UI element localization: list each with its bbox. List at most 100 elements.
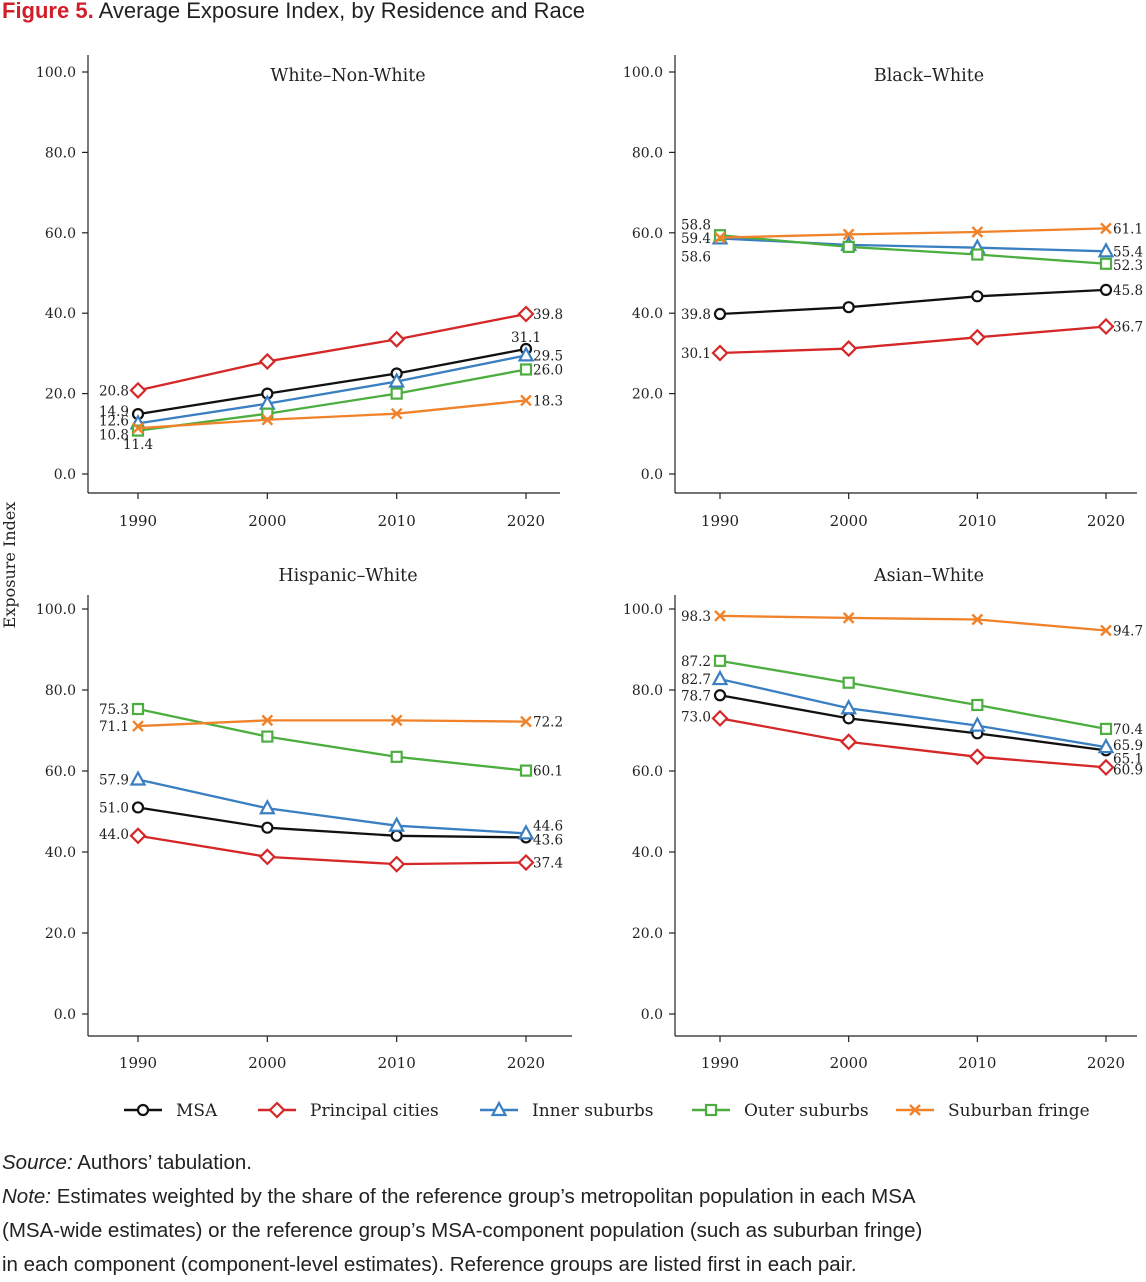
figure-title-text: Average Exposure Index, by Residence and…	[98, 0, 585, 23]
x-tick-label: 2000	[248, 512, 286, 530]
data-label: 10.8	[99, 428, 129, 444]
data-point	[1099, 722, 1113, 735]
data-point	[131, 801, 145, 814]
panel-title: Hispanic–White	[278, 566, 417, 586]
note-text-1: Estimates weighted by the share of the r…	[51, 1185, 916, 1208]
x-tick-label: 1990	[701, 1054, 739, 1072]
data-point	[388, 855, 406, 873]
data-point	[388, 816, 406, 832]
note-line-1: Note: Estimates weighted by the share of…	[2, 1180, 916, 1214]
data-point	[842, 228, 855, 241]
legend-marker	[268, 1101, 286, 1119]
data-label: 87.2	[681, 654, 711, 670]
data-label: 36.7	[1113, 319, 1143, 335]
data-label: 65.9	[1113, 738, 1143, 754]
data-point	[840, 733, 858, 751]
data-point	[132, 422, 144, 435]
y-axis-label: Exposure Index	[0, 502, 19, 629]
y-tick-label: 20.0	[632, 387, 663, 403]
y-tick-label: 40.0	[45, 845, 76, 861]
data-point	[258, 352, 276, 370]
y-tick-label: 0.0	[54, 1007, 76, 1023]
legend-marker	[490, 1100, 508, 1117]
data-label: 31.1	[511, 330, 541, 346]
series-line	[137, 368, 527, 432]
x-tick-label: 2000	[830, 512, 868, 530]
data-point	[261, 821, 274, 834]
data-point	[131, 702, 145, 716]
y-tick-label: 60.0	[45, 226, 76, 242]
data-label: 39.8	[533, 307, 563, 323]
series-outer-suburbs	[713, 229, 1113, 270]
series-principal-cities	[711, 317, 1115, 362]
series-outer-suburbs	[713, 654, 1113, 735]
series-inner-suburbs	[129, 770, 535, 840]
data-label: 51.0	[99, 800, 129, 816]
y-tick-label: 0.0	[641, 1007, 663, 1023]
data-label: 59.4	[681, 231, 711, 247]
data-point	[971, 698, 984, 712]
y-tick-label: 0.0	[54, 467, 76, 483]
legend-label: Suburban fringe	[948, 1101, 1090, 1121]
data-label: 11.4	[123, 437, 153, 453]
series-inner-suburbs	[711, 669, 1115, 754]
chart-figure: 0.0 20.0 40.0 60.0 80.0 100.0 1990 2000 2010 2020…	[0, 55, 1143, 1121]
data-point	[714, 231, 726, 244]
data-point	[711, 709, 729, 727]
x-tick-label: 2000	[248, 1054, 286, 1072]
data-point	[390, 714, 403, 727]
data-point	[519, 764, 533, 777]
data-label: 73.0	[681, 709, 711, 725]
series-outer-suburbs	[131, 702, 533, 777]
legend-label: MSA	[176, 1101, 218, 1121]
data-label: 71.1	[99, 719, 129, 735]
y-tick-label: 20.0	[632, 926, 663, 942]
series-line	[719, 614, 1107, 632]
series-msa	[713, 283, 1113, 321]
y-tick-label: 60.0	[45, 764, 76, 780]
data-label: 60.9	[1113, 762, 1143, 778]
series-line	[137, 312, 527, 392]
data-point	[711, 344, 729, 362]
data-label: 37.4	[533, 856, 563, 872]
panel-title: Asian–White	[873, 566, 984, 586]
data-label: 72.2	[533, 715, 563, 731]
data-point	[258, 848, 276, 866]
legend-label: Inner suburbs	[532, 1101, 653, 1121]
data-point	[131, 424, 145, 437]
data-point	[971, 248, 984, 261]
series-principal-cities	[711, 709, 1115, 776]
data-point	[971, 226, 984, 238]
data-point	[258, 798, 276, 815]
data-label: 12.6	[99, 413, 129, 429]
note-label: Note:	[2, 1185, 51, 1208]
x-tick-label: 1990	[119, 1054, 157, 1072]
x-tick-label: 2020	[507, 1054, 545, 1072]
data-point	[842, 301, 855, 314]
data-label: 44.0	[99, 827, 129, 843]
panel-asian-white: 0.0 20.0 40.0 60.0 80.0 100.0 1990 2000 2010 2020…	[623, 566, 1143, 1072]
data-point	[1100, 624, 1112, 637]
data-point	[520, 394, 532, 407]
x-tick-label: 2010	[958, 512, 996, 530]
data-point	[714, 610, 726, 622]
source-line: Source: Authors’ tabulation.	[2, 1146, 252, 1180]
series-line	[137, 806, 527, 839]
series-suburban-fringe	[714, 610, 1112, 637]
x-tick-label: 2020	[507, 512, 545, 530]
data-point	[713, 307, 727, 321]
data-point	[517, 824, 535, 840]
data-label: 58.8	[681, 218, 711, 234]
legend-item-suburban-fringe: Suburban fringe	[896, 1101, 1090, 1121]
data-label: 52.3	[1113, 258, 1143, 274]
data-point	[1097, 317, 1115, 336]
data-point	[1100, 222, 1112, 235]
data-point	[388, 372, 406, 388]
series-msa	[131, 342, 533, 421]
data-label: 57.9	[99, 773, 129, 789]
data-label: 58.6	[681, 249, 711, 265]
data-label: 20.8	[99, 383, 129, 399]
data-point	[1099, 283, 1113, 296]
data-label: 60.1	[533, 764, 563, 780]
y-tick-label: 80.0	[45, 683, 76, 699]
